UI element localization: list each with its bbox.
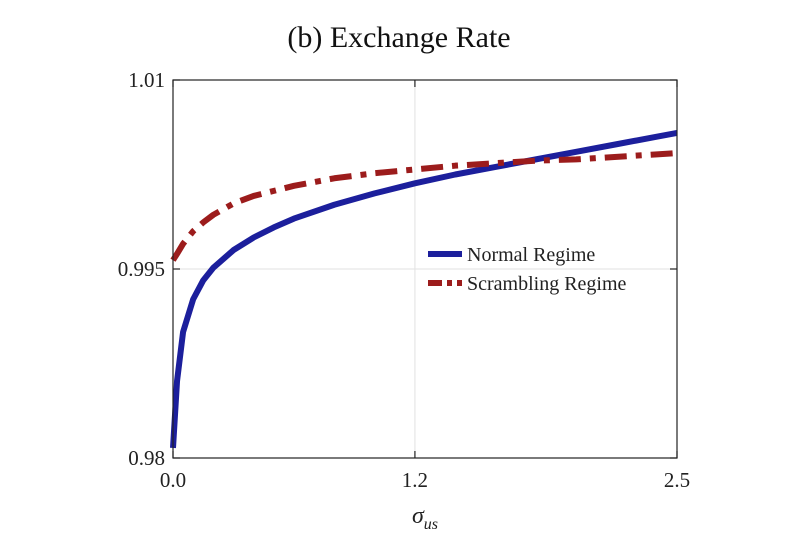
series-layer bbox=[170, 129, 678, 449]
y-tick-label: 1.01 bbox=[128, 68, 165, 92]
axes bbox=[172, 79, 678, 459]
y-tick-label: 0.98 bbox=[128, 446, 165, 470]
x-axis-label-subscript: us bbox=[424, 516, 438, 533]
y-tick-label: 0.995 bbox=[118, 257, 165, 281]
chart-title: (b) Exchange Rate bbox=[287, 21, 510, 54]
tick-labels: 0.0 1.2 2.5 0.98 0.995 1.01 bbox=[118, 68, 690, 492]
legend-label-2: Scrambling Regime bbox=[467, 273, 627, 295]
legend: Normal Regime Scrambling Regime bbox=[428, 244, 627, 295]
legend-label-1: Normal Regime bbox=[467, 244, 595, 266]
grid-lines bbox=[173, 80, 677, 458]
series-line-2 bbox=[170, 150, 678, 262]
x-axis-label-symbol: σ bbox=[412, 503, 425, 529]
x-tick-label: 0.0 bbox=[160, 468, 186, 492]
x-axis-label: σus bbox=[412, 503, 438, 533]
series-line-1 bbox=[170, 129, 678, 449]
x-tick-label: 1.2 bbox=[402, 468, 428, 492]
x-tick-label: 2.5 bbox=[664, 468, 690, 492]
